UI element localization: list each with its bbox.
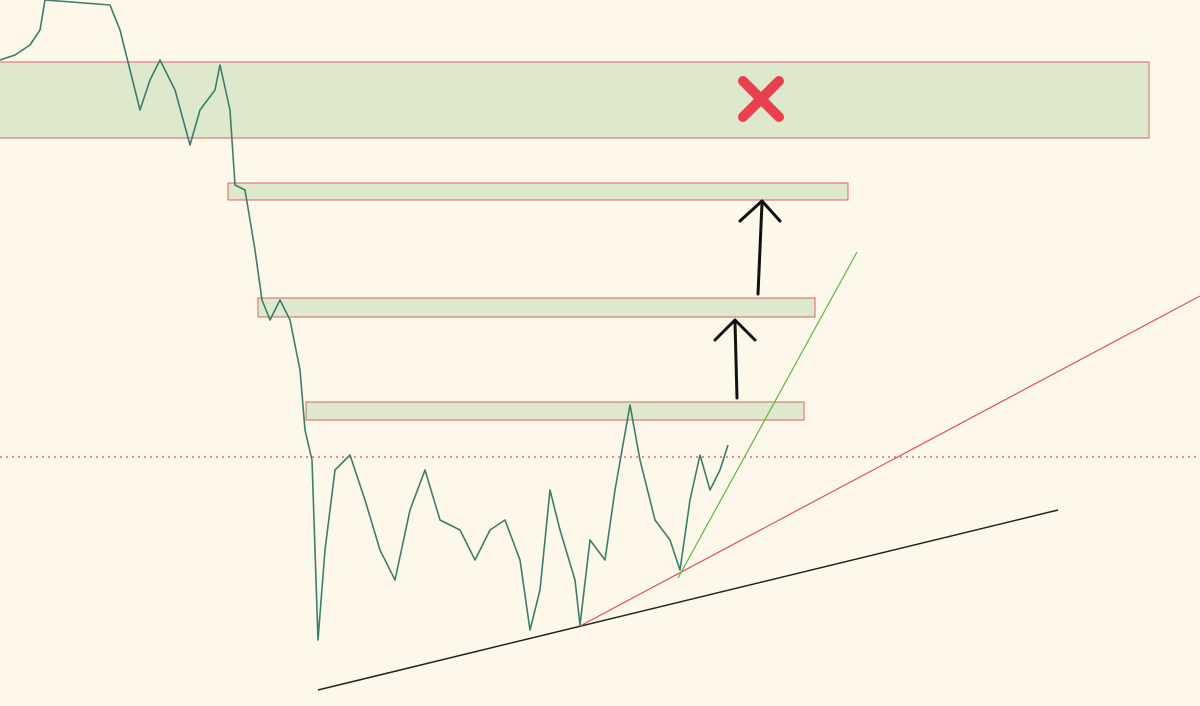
arrow [713,318,757,400]
trendline [677,251,858,579]
resistance-zone [227,182,849,201]
arrow [738,199,782,296]
resistance-zone [0,61,1150,139]
cross-mark [738,76,784,122]
trendline [317,509,1059,691]
price-line [0,0,729,641]
trendline [579,295,1200,627]
resistance-zone [305,401,805,421]
resistance-zone [257,297,816,318]
